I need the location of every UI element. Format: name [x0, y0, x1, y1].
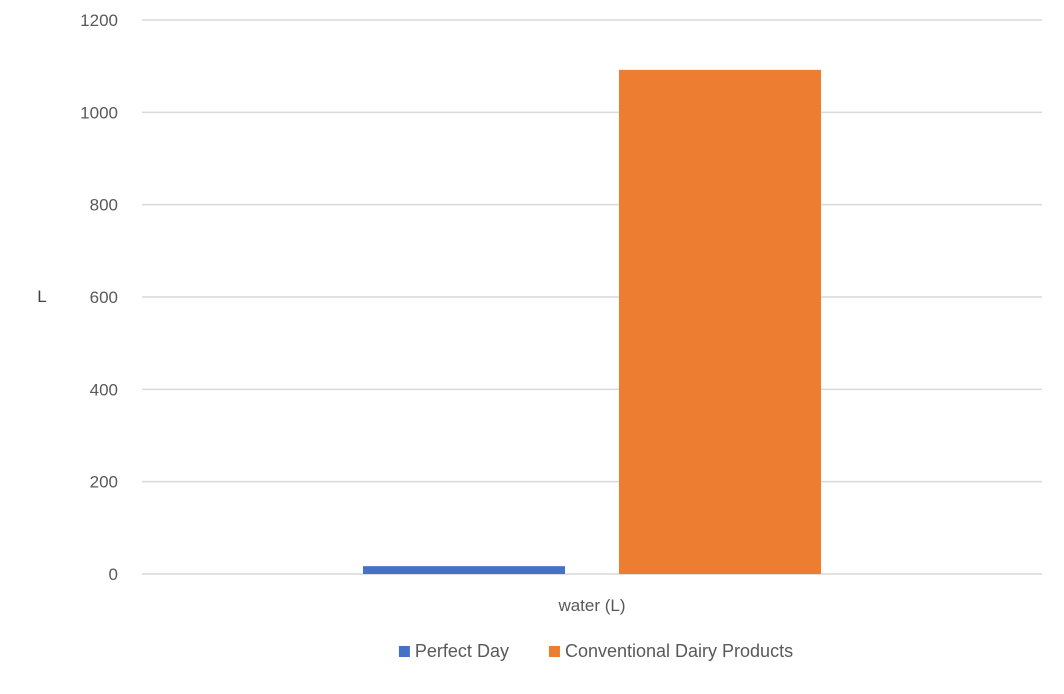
y-tick-label: 600 [90, 288, 118, 307]
x-axis-tick-labels: water (L) [557, 596, 625, 615]
legend-swatch [548, 646, 560, 657]
bars [363, 69, 821, 575]
legend-swatch [398, 646, 410, 657]
y-axis-label: L [37, 287, 46, 306]
x-tick-label: water (L) [557, 596, 625, 615]
legend-item: Perfect Day [398, 641, 509, 661]
y-tick-label: 800 [90, 196, 118, 215]
y-tick-label: 1000 [80, 103, 118, 122]
y-axis-tick-labels: 0 200 400 600 800 1000 1200 [80, 11, 118, 584]
y-tick-label: 200 [90, 473, 118, 492]
legend-item: Conventional Dairy Products [548, 641, 793, 661]
bar-perfect-day [363, 566, 565, 574]
legend-label: Perfect Day [415, 641, 509, 661]
legend-label: Conventional Dairy Products [565, 641, 793, 661]
y-tick-label: 400 [90, 380, 118, 399]
gridlines [142, 19, 1042, 575]
legend: Perfect Day Conventional Dairy Products [398, 641, 793, 661]
y-tick-label: 1200 [80, 11, 118, 30]
y-tick-label: 0 [109, 565, 118, 584]
bar-conventional-dairy-products [619, 69, 821, 575]
